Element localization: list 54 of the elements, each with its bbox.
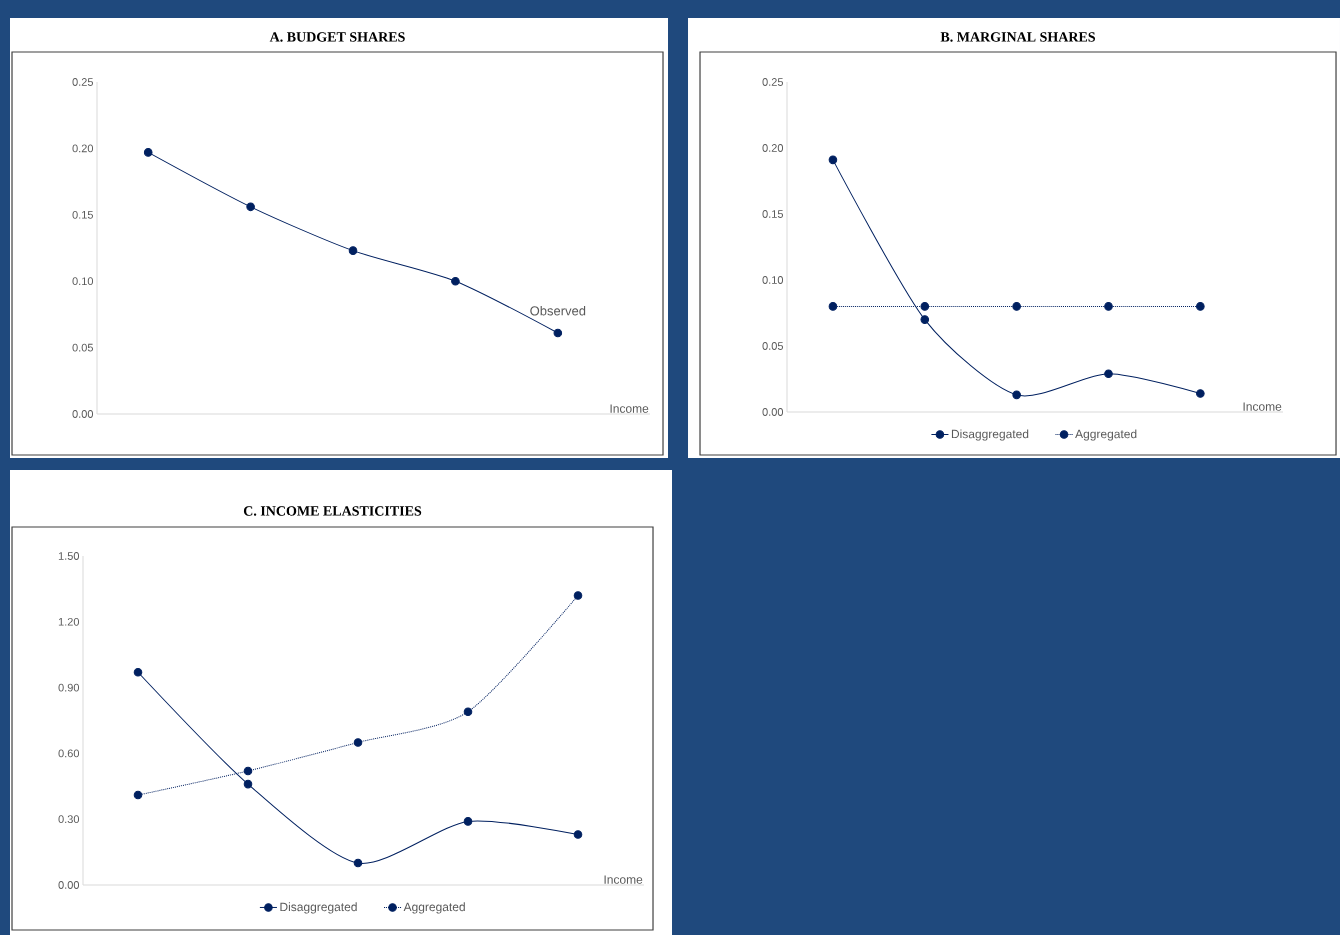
y-tick-label: 1.20 bbox=[58, 617, 80, 626]
point bbox=[553, 328, 563, 338]
point bbox=[828, 302, 838, 311]
y-tick-label: 0.15 bbox=[762, 210, 783, 218]
y-tick-label: 0.20 bbox=[72, 144, 94, 153]
y-tick-label: 0.00 bbox=[762, 408, 784, 416]
point bbox=[353, 738, 363, 747]
point bbox=[920, 315, 930, 324]
legend-label: Disaggregated bbox=[280, 902, 357, 914]
y-tick-label: 0.25 bbox=[72, 78, 93, 86]
chart-title: C. INCOME ELASTICITIES bbox=[243, 506, 422, 516]
point bbox=[463, 817, 473, 826]
point bbox=[1196, 302, 1205, 311]
point bbox=[143, 148, 153, 157]
point bbox=[463, 707, 473, 717]
point bbox=[1012, 302, 1021, 311]
point bbox=[920, 302, 930, 311]
y-tick-label: 0.05 bbox=[762, 342, 783, 350]
legend-label: Aggregated bbox=[1075, 429, 1137, 441]
point bbox=[1104, 369, 1113, 379]
x-axis-title: Income bbox=[610, 404, 649, 413]
point bbox=[1012, 390, 1021, 400]
y-tick-label: 0.20 bbox=[762, 144, 784, 152]
chart-title: A. BUDGET SHARES bbox=[269, 32, 405, 42]
y-tick-label: 1.50 bbox=[58, 552, 80, 560]
y-tick-label: 0.15 bbox=[72, 210, 93, 219]
point bbox=[573, 591, 583, 600]
point bbox=[133, 667, 143, 677]
y-tick-label: 0.00 bbox=[58, 881, 80, 889]
series-label: Observed bbox=[530, 305, 586, 316]
y-tick-label: 0.10 bbox=[762, 276, 784, 284]
point bbox=[353, 858, 363, 868]
point bbox=[1196, 389, 1205, 398]
x-axis-title: Income bbox=[604, 875, 643, 884]
point bbox=[828, 155, 838, 165]
y-tick-label: 0.00 bbox=[72, 410, 94, 418]
y-tick-label: 0.05 bbox=[72, 343, 93, 352]
point bbox=[133, 790, 143, 800]
legend-label: Disaggregated bbox=[951, 429, 1029, 441]
point bbox=[573, 830, 583, 839]
chart-title: B. MARGINAL SHARES bbox=[940, 32, 1096, 42]
y-tick-label: 0.60 bbox=[58, 749, 80, 758]
x-axis-title: Income bbox=[1243, 402, 1282, 411]
point bbox=[1104, 302, 1113, 311]
point bbox=[246, 202, 255, 212]
point bbox=[348, 246, 358, 255]
y-tick-label: 0.30 bbox=[58, 815, 80, 824]
point bbox=[243, 779, 253, 789]
point bbox=[243, 766, 253, 776]
point bbox=[451, 276, 460, 286]
y-tick-label: 0.25 bbox=[762, 78, 783, 86]
y-tick-label: 0.90 bbox=[58, 683, 80, 692]
y-tick-label: 0.10 bbox=[72, 277, 94, 286]
legend-label: Aggregated bbox=[403, 902, 465, 914]
